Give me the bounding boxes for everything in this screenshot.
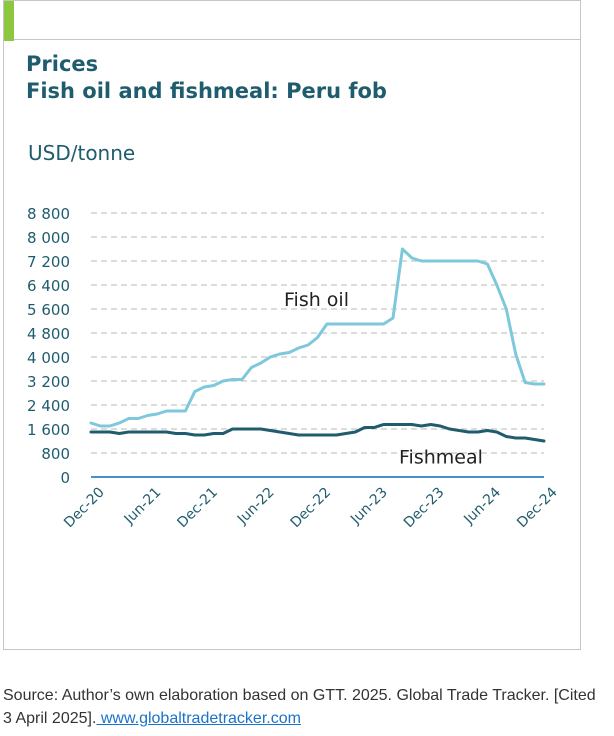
x-tick-label: Dec-23 (401, 484, 448, 531)
line-chart: 0 800 1 600 2 400 3 200 4 000 4 800 5 600 6 400 7… (27, 205, 561, 531)
chart-subtitle: Fish oil and fishmeal: Peru fob (26, 79, 387, 104)
chart-title-block: Prices Fish oil and fishmeal: Peru fob (26, 51, 387, 106)
y-tick-label: 4 000 (27, 349, 70, 367)
fish-oil-label: Fish oil (284, 289, 349, 311)
x-tick-label: Dec-22 (288, 484, 335, 531)
x-tick-label: Jun-22 (234, 484, 278, 528)
fish-oil-line (89, 247, 546, 428)
x-tick-label: Dec-24 (514, 484, 561, 531)
fishmeal-label: Fishmeal (399, 447, 483, 469)
y-tick-label: 8 000 (27, 229, 70, 247)
y-unit-label: USD/tonne (28, 141, 136, 165)
y-tick-label: 7 200 (27, 253, 70, 271)
y-tick-label: 3 200 (27, 373, 70, 391)
y-tick-label: 1 600 (27, 421, 70, 439)
accent-bar (4, 1, 14, 41)
chart-frame: Prices Fish oil and fishmeal: Peru fob U… (3, 0, 581, 650)
y-tick-label: 6 400 (27, 277, 70, 295)
y-tick-label: 5 600 (27, 301, 70, 319)
y-tick-label: 2 400 (27, 397, 70, 415)
x-tick-label: Dec-20 (61, 484, 108, 531)
chart-title: Prices (26, 52, 99, 76)
fishmeal-line (89, 423, 546, 443)
source-link[interactable]: www.globaltradetracker.com (96, 710, 301, 727)
x-tick-label: Jun-24 (460, 484, 504, 528)
source-text: Source: Author’s own elaboration based o… (3, 687, 596, 727)
y-tick-label: 0 (60, 469, 70, 487)
x-tick-label: Dec-21 (174, 484, 221, 531)
x-tick-label: Jun-23 (347, 484, 391, 528)
accent-divider (14, 39, 580, 40)
y-tick-label: 8 800 (27, 205, 70, 223)
x-tick-label: Jun-21 (121, 484, 165, 528)
y-tick-label: 4 800 (27, 325, 70, 343)
source-note: Source: Author’s own elaboration based o… (3, 684, 603, 730)
y-tick-label: 800 (41, 445, 70, 463)
